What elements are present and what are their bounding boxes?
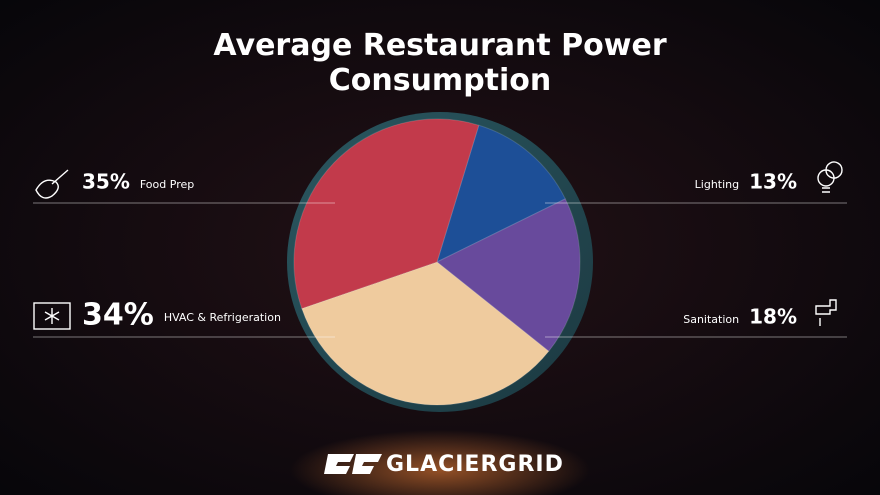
pie-slice <box>436 198 581 352</box>
category-label: Food Prep <box>140 178 194 191</box>
brand-logo: GLACIERGRID <box>324 452 564 477</box>
icons <box>33 161 843 330</box>
logo-mark <box>324 454 354 474</box>
hvac-snowflake <box>44 308 60 324</box>
hvac-icon <box>33 302 71 330</box>
logo-mark-2 <box>352 454 382 474</box>
lighting-bulb <box>817 169 835 187</box>
value-label: 34% <box>82 298 154 333</box>
category-label: Sanitation <box>683 313 739 326</box>
lighting-icon <box>822 161 843 193</box>
chart-title: Average Restaurant Power Consumption <box>213 28 666 98</box>
glow <box>290 430 590 495</box>
value-label: 35% <box>82 170 130 194</box>
sanitation-icon <box>815 299 837 326</box>
category-label: HVAC & Refrigeration <box>164 311 281 324</box>
brand: GLACIERGRID <box>386 452 564 477</box>
category-label: Lighting <box>695 178 739 191</box>
pie-slice <box>436 124 566 263</box>
pie-slice <box>301 261 550 406</box>
value-label: 18% <box>749 305 797 329</box>
value-label: 13% <box>749 170 797 194</box>
food-prep-icon <box>35 169 69 199</box>
pie-slice <box>293 118 480 310</box>
